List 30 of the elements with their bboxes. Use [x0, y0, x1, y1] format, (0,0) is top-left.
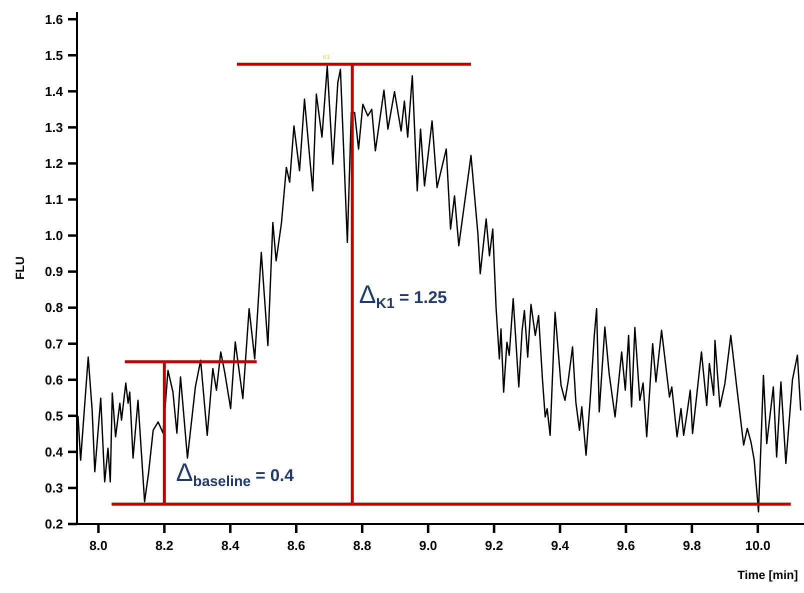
x-tick-label: 8.4 [221, 538, 240, 553]
y-tick-label: 0.5 [44, 408, 63, 424]
y-tick-label: 1.4 [44, 84, 64, 99]
x-tick-label: 8.6 [287, 538, 306, 553]
x-axis-title: Time [min] [738, 568, 798, 582]
y-tick-label: 0.8 [44, 300, 63, 316]
y-tick-label: 0.3 [44, 480, 63, 496]
x-tick-label: 9.6 [616, 538, 635, 553]
x-tick-label: 9.4 [550, 538, 570, 553]
x-tick-label: 8.2 [155, 538, 174, 553]
y-axis-title: FLU [13, 256, 27, 280]
y-tick-label: 0.2 [44, 516, 63, 532]
y-tick-label: 1.1 [44, 192, 63, 208]
x-tick-label: 8.0 [89, 538, 108, 553]
y-tick-label: 0.7 [44, 336, 63, 352]
x-tick-label: 9.0 [419, 538, 438, 553]
x-tick-label: 9.8 [682, 538, 701, 553]
y-tick-label: 0.9 [44, 264, 63, 280]
y-tick-label: 1.5 [44, 48, 63, 63]
x-tick-label: 10.0 [745, 538, 770, 553]
annotation: Δ$_{K1}$ = 1.25 [359, 281, 447, 312]
x-tick-label: 9.2 [485, 538, 504, 553]
y-tick-label: 1.2 [44, 156, 63, 171]
y-tick-label: 1.3 [44, 120, 63, 135]
y-tick-label: 1.6 [44, 12, 63, 27]
x-tick-label: 8.8 [353, 538, 372, 553]
annotation: Δ$_{baseline}$ = 0.4 [176, 459, 294, 490]
y-tick-label: 0.4 [44, 444, 64, 460]
y-tick-label: 0.6 [44, 372, 63, 388]
y-tick-label: 1.0 [44, 228, 63, 244]
